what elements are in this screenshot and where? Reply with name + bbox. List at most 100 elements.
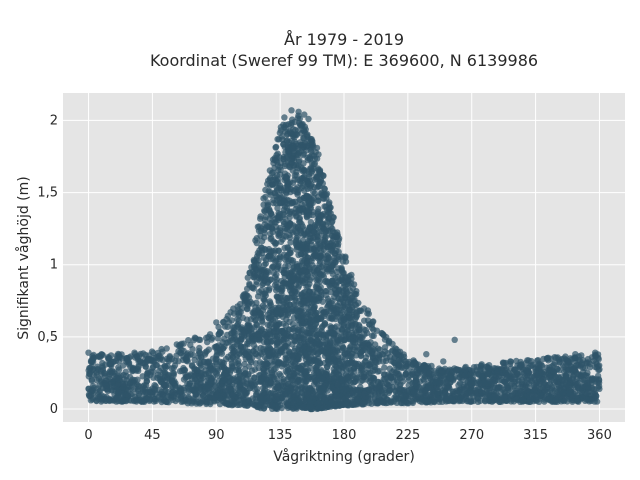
scatter-point (334, 242, 341, 250)
scatter-point (188, 372, 195, 379)
scatter-point (271, 239, 279, 246)
scatter-point (550, 379, 558, 386)
scatter-point (271, 164, 278, 172)
scatter-point (322, 397, 329, 405)
scatter-point (228, 317, 235, 324)
scatter-point (576, 387, 584, 394)
scatter-point (294, 191, 301, 198)
scatter-point (300, 403, 307, 411)
scatter-point (255, 403, 263, 411)
scatter-point (266, 182, 274, 189)
scatter-point (373, 400, 381, 407)
scatter-point (162, 398, 170, 405)
scatter-point (494, 384, 501, 391)
scatter-point (161, 381, 168, 389)
scatter-point (305, 308, 312, 316)
scatter-point (310, 229, 318, 236)
scatter-point (226, 385, 233, 393)
scatter-point (181, 367, 188, 374)
scatter-point (323, 206, 331, 213)
scatter-point (237, 344, 244, 351)
scatter-point (264, 201, 272, 208)
scatter-point (203, 334, 210, 342)
scatter-point (594, 384, 601, 391)
scatter-point (289, 179, 297, 187)
scatter-point (293, 131, 300, 138)
scatter-point (277, 238, 285, 245)
chart-subtitle: Koordinat (Sweref 99 TM): E 369600, N 61… (150, 51, 538, 70)
scatter-point (320, 226, 328, 233)
scatter-point (353, 313, 360, 321)
scatter-point (290, 352, 297, 359)
scatter-point (426, 374, 434, 382)
scatter-point (243, 285, 251, 293)
scatter-point (405, 377, 413, 384)
scatter-point (286, 210, 293, 217)
scatter-point (349, 400, 356, 407)
scatter-point (296, 327, 303, 334)
scatter-point (517, 389, 524, 397)
scatter-point (277, 224, 284, 232)
scatter-point (269, 264, 276, 271)
scatter-point (544, 396, 551, 403)
scatter-point (389, 368, 396, 376)
scatter-point (396, 382, 403, 389)
scatter-point (273, 271, 280, 278)
scatter-point (390, 378, 398, 386)
scatter-point (109, 378, 116, 386)
scatter-point (309, 262, 316, 269)
scatter-point (334, 327, 341, 334)
scatter-point (213, 370, 220, 377)
scatter-point (267, 174, 274, 182)
scatter-point (293, 246, 300, 253)
scatter-point (279, 304, 287, 311)
scatter-point (564, 381, 572, 388)
scatter-point (315, 216, 323, 223)
scatter-point (383, 380, 390, 388)
scatter-point (171, 362, 179, 369)
scatter-point (220, 376, 228, 384)
scatter-point (285, 280, 293, 287)
scatter-point (277, 372, 284, 379)
scatter-point (277, 166, 284, 173)
scatter-point (351, 378, 358, 385)
scatter-point (245, 340, 252, 348)
scatter-point (156, 367, 163, 374)
scatter-point (251, 374, 258, 381)
scatter-point (268, 369, 276, 376)
scatter-point (259, 319, 266, 326)
scatter-point (479, 390, 487, 397)
scatter-point (547, 386, 554, 393)
scatter-point (537, 377, 545, 385)
scatter-point (592, 359, 600, 366)
scatter-point (359, 334, 366, 341)
scatter-point (246, 269, 253, 276)
scatter-point (333, 392, 341, 400)
scatter-point (448, 395, 456, 402)
scatter-point (107, 360, 115, 368)
scatter-point (306, 224, 313, 231)
scatter-point (318, 306, 325, 314)
scatter-point (347, 352, 354, 360)
scatter-point (270, 361, 277, 368)
scatter-point (270, 327, 277, 335)
scatter-point (304, 322, 311, 329)
scatter-point (203, 399, 210, 406)
scatter-point (135, 391, 142, 398)
scatter-point (266, 285, 273, 292)
scatter-point (382, 357, 390, 365)
scatter-point (306, 332, 313, 340)
scatter-point (295, 353, 302, 360)
scatter-point (348, 275, 355, 282)
scatter-point (453, 390, 461, 397)
scatter-point (260, 405, 268, 412)
scatter-point (333, 247, 340, 255)
scatter-point (452, 366, 460, 373)
scatter-point (242, 370, 249, 377)
scatter-point (122, 397, 129, 404)
scatter-point (240, 294, 247, 302)
scatter-point (145, 388, 152, 396)
scatter-point (257, 267, 265, 274)
scatter-point (315, 205, 322, 213)
scatter-point (268, 380, 275, 387)
